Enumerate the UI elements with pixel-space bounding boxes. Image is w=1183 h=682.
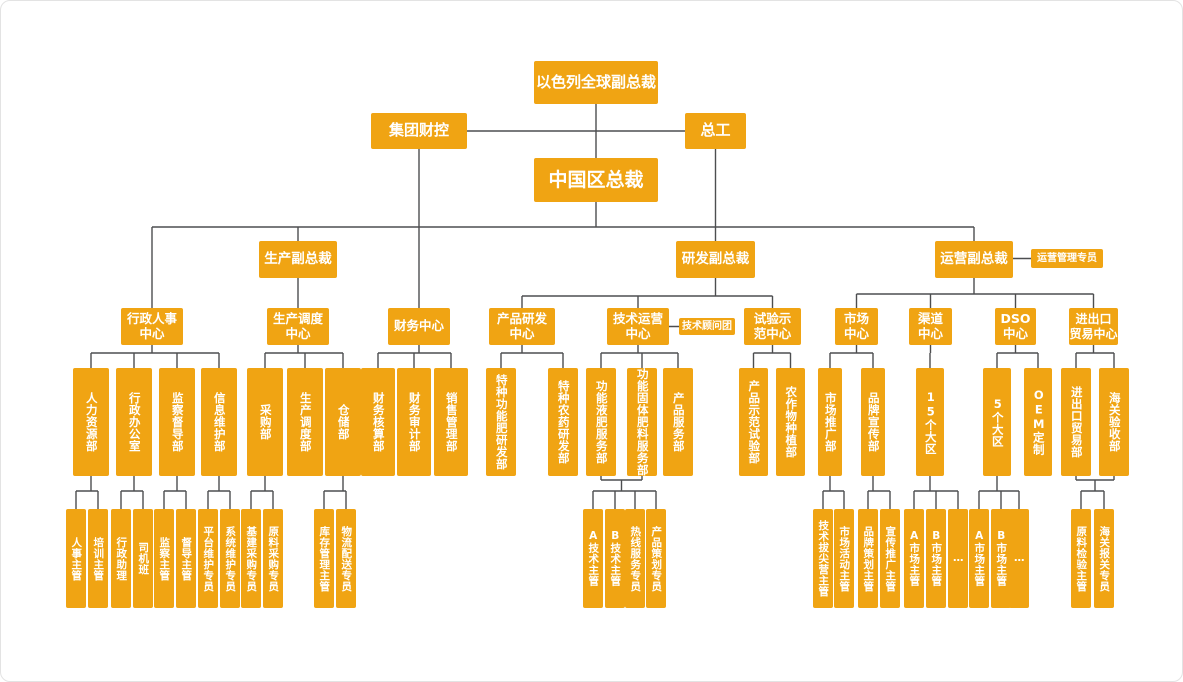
node-customs-accept: 海关验收部 — [1099, 368, 1129, 476]
node-product-rd: 产品研发 中心 — [489, 308, 555, 345]
node-training-sup: 培训主管 — [88, 509, 108, 608]
node-vp-global: 以色列全球副总裁 — [534, 61, 658, 104]
node-tech-b-sup: B技术主管 — [605, 509, 625, 608]
node-vp-rd: 研发副总裁 — [676, 241, 755, 278]
node-hr: 人力资源部 — [73, 368, 109, 476]
node-supervision: 监察督导部 — [159, 368, 195, 476]
node-logistics-spec: 物流配送专员 — [336, 509, 356, 608]
node-info-maint: 信息维护部 — [201, 368, 237, 476]
node-inventory-sup: 库存管理主管 — [314, 509, 334, 608]
node-market-promo: 市场推广部 — [818, 368, 842, 476]
node-regions5: 5个大区 — [983, 368, 1011, 476]
node-market-a-sup-5: A市场主管 — [969, 509, 989, 608]
node-prod-dispatch: 生产调度 中心 — [267, 308, 329, 345]
node-oem: OEM定制 — [1024, 368, 1052, 476]
node-platform-maint: 平台维护专员 — [198, 509, 218, 608]
node-customs-declare-spec: 海关报关专员 — [1094, 509, 1114, 608]
node-market-a-sup-15: A市场主管 — [904, 509, 924, 608]
node-chief-eng: 总工 — [685, 113, 746, 149]
node-driver-team: 司机班 — [133, 509, 153, 608]
node-crop-planting: 农作物种植部 — [776, 368, 805, 476]
node-material-buyer: 原料采购专员 — [263, 509, 283, 608]
node-material-inspect-sup: 原料检验主管 — [1071, 509, 1091, 608]
node-purchasing: 采购部 — [247, 368, 283, 476]
node-channel: 渠道 中心 — [909, 308, 952, 345]
node-demo-trial: 产品示范试验部 — [739, 368, 768, 476]
node-regions15: 15个大区 — [916, 368, 944, 476]
node-finance: 财务中心 — [388, 308, 450, 345]
node-market-b-sup-15: B市场主管 — [926, 509, 946, 608]
node-product-plan-spec: 产品策划专员 — [646, 509, 666, 608]
node-supervise-sup: 督导主管 — [176, 509, 196, 608]
node-vp-prod: 生产副总裁 — [259, 241, 337, 278]
node-liquid-fert: 功能液肥服务部 — [586, 368, 616, 476]
node-special-pest-rd: 特种农药研发部 — [548, 368, 578, 476]
node-tech-camp-sup: 技术拔尖营主管 — [813, 509, 833, 608]
node-tech-a-sup: A技术主管 — [583, 509, 603, 608]
node-more-5: … — [1009, 509, 1029, 608]
node-tech-ops: 技术运营 中心 — [607, 308, 669, 345]
node-market: 市场 中心 — [835, 308, 878, 345]
node-market-b-sup-5: B市场主管 — [991, 509, 1011, 608]
node-hr-sup: 人事主管 — [66, 509, 86, 608]
node-infra-buyer: 基建采购专员 — [241, 509, 261, 608]
node-trial-demo: 试验示 范中心 — [744, 308, 801, 345]
node-ceo-china: 中国区总裁 — [534, 158, 658, 202]
node-ie-dept: 进出口贸易部 — [1061, 368, 1091, 476]
node-ops-spec: 运营管理专员 — [1031, 249, 1103, 268]
node-dso: DSO 中心 — [995, 308, 1036, 345]
node-inspect-sup: 监察主管 — [154, 509, 174, 608]
node-special-fert-rd: 特种功能肥研发部 — [486, 368, 516, 476]
node-promo-sup: 宣传推广主管 — [880, 509, 900, 608]
node-brand-plan-sup: 品牌策划主管 — [858, 509, 878, 608]
node-system-maint: 系统维护专员 — [220, 509, 240, 608]
node-import-export: 进出口 贸易中心 — [1069, 308, 1118, 345]
node-solid-fert: 功能固体肥料服务部 — [627, 368, 657, 476]
node-fin-accounting: 财务核算部 — [361, 368, 395, 476]
node-brand-pub: 品牌宣传部 — [861, 368, 885, 476]
node-sales-mgmt: 销售管理部 — [434, 368, 468, 476]
node-admin-hr: 行政人事 中心 — [121, 308, 183, 345]
node-market-activity-sup: 市场活动主管 — [834, 509, 854, 608]
node-admin-asst: 行政助理 — [111, 509, 131, 608]
node-tech-advisors: 技术顾问团 — [679, 318, 735, 335]
node-hotline-spec: 热线服务专员 — [625, 509, 645, 608]
node-warehouse: 仓储部 — [325, 368, 361, 476]
node-dispatch-dept: 生产调度部 — [287, 368, 323, 476]
node-product-service: 产品服务部 — [663, 368, 693, 476]
node-vp-ops: 运营副总裁 — [935, 241, 1013, 278]
node-group-fin: 集团财控 — [371, 113, 467, 149]
node-fin-audit: 财务审计部 — [397, 368, 431, 476]
node-admin-office: 行政办公室 — [116, 368, 152, 476]
node-more-15: … — [948, 509, 968, 608]
